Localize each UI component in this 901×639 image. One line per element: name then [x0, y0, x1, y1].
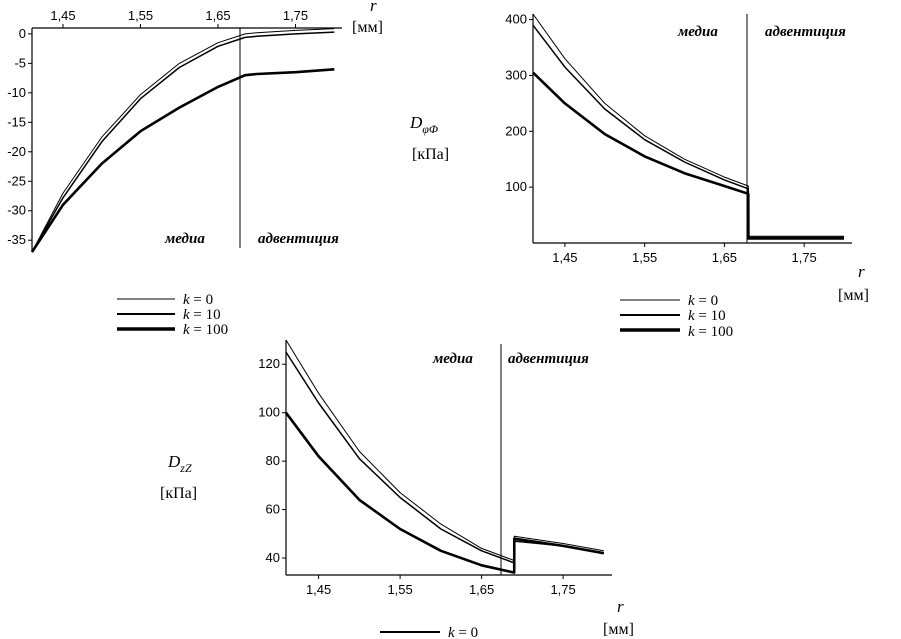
chart3-series-2 — [284, 411, 605, 574]
chart1-series-2 — [30, 68, 335, 253]
chart3: 1,45 1,55 1,65 1,75 40 60 80 100 120 медиа адве… — [160, 339, 634, 638]
chart3-ytick-label: 40 — [266, 550, 280, 565]
chart1-ytick-label: -25 — [7, 173, 26, 188]
chart2: 1,45 1,55 1,65 1,75 100 200 300 400 медиа адве… — [409, 12, 869, 304]
chart3-region-adventitia: адвентиция — [508, 351, 589, 367]
legend1-label-k100: k = 100 — [183, 322, 228, 338]
chart3-x-axis-label: r — [617, 597, 624, 616]
chart3-region-media: медиа — [432, 351, 473, 367]
chart1-ytick-label: 0 — [19, 26, 26, 41]
chart2-x-axis-label: r — [858, 262, 865, 281]
chart3-y-label-main: D — [167, 452, 181, 471]
chart1-ytick-label: -20 — [7, 144, 26, 159]
chart2-xtick-label: 1,55 — [632, 250, 657, 265]
chart1-x-axis-label: r — [370, 0, 377, 15]
chart2-ytick-label: 100 — [505, 179, 527, 194]
legend1: k = 0 k = 10 k = 100 — [117, 292, 228, 338]
chart2-plot-frame: 1,45 1,55 1,65 1,75 100 200 300 400 — [505, 12, 852, 265]
chart1-ytick-label: -10 — [7, 85, 26, 100]
chart1-yticks: 0 -5 -10 -15 -20 -25 -30 -35 — [7, 26, 32, 247]
legend1-label-k0: k = 0 — [183, 292, 213, 308]
chart2-region-adventitia: адвентиция — [765, 24, 846, 40]
chart3-xticks: 1,45 1,55 1,65 1,75 — [306, 575, 576, 597]
chart2-y-axis-unit: [кПа] — [412, 146, 449, 163]
legend2: k = 0 k = 10 k = 100 — [620, 293, 733, 340]
legend3: k = 0 — [380, 625, 478, 639]
legend1-label-k10: k = 10 — [183, 307, 221, 323]
chart1-region-media: медиа — [164, 231, 205, 247]
chart1-region-adventitia: адвентиция — [258, 231, 339, 247]
chart1-xtick-label: 1,45 — [50, 8, 75, 23]
chart1-ytick-label: -15 — [7, 114, 26, 129]
chart2-xtick-label: 1,65 — [712, 250, 737, 265]
chart3-yticks: 40 60 80 100 120 — [258, 356, 286, 565]
chart3-ytick-label: 60 — [266, 502, 280, 517]
chart1-series-1 — [31, 31, 335, 253]
chart2-y-label-main: D — [409, 113, 423, 132]
chart1-ytick-label: -30 — [7, 203, 26, 218]
chart3-series-group — [284, 339, 605, 574]
chart2-y-label-sub: φΦ — [422, 122, 438, 136]
chart2-xticks: 1,45 1,55 1,65 1,75 — [552, 243, 817, 265]
chart1-series-0 — [31, 28, 335, 253]
chart1-series-group — [30, 28, 335, 253]
chart2-ytick-label: 300 — [505, 67, 527, 82]
chart3-ytick-label: 80 — [266, 453, 280, 468]
legend3-label-k0: k = 0 — [448, 625, 478, 639]
chart1-xtick-label: 1,75 — [283, 8, 308, 23]
chart1-ytick-label: -35 — [7, 232, 26, 247]
chart3-series-0 — [285, 339, 604, 561]
chart1-xtick-label: 1,55 — [128, 8, 153, 23]
chart3-ytick-label: 120 — [258, 356, 280, 371]
chart3-xtick-label: 1,75 — [550, 582, 575, 597]
chart2-yticks: 100 200 300 400 — [505, 12, 533, 194]
chart1-x-axis-unit: [мм] — [352, 19, 383, 36]
chart2-series-2 — [532, 71, 844, 240]
chart1-xtick-label: 1,65 — [205, 8, 230, 23]
chart2-series-1 — [532, 24, 844, 239]
legend2-label-k100: k = 100 — [688, 324, 733, 340]
chart2-ytick-label: 400 — [505, 12, 527, 27]
chart2-xtick-label: 1,75 — [791, 250, 816, 265]
chart3-x-axis-unit: [мм] — [603, 621, 634, 638]
chart1-ytick-label: -5 — [14, 55, 26, 70]
chart3-xtick-label: 1,55 — [387, 582, 412, 597]
chart3-y-axis-unit: [кПа] — [160, 485, 197, 502]
chart2-y-axis-label: DφΦ — [409, 113, 438, 136]
chart2-x-axis-unit: [мм] — [838, 287, 869, 304]
chart2-ytick-label: 200 — [505, 123, 527, 138]
chart3-y-axis-label: DzZ — [167, 452, 192, 475]
chart1: 1,45 1,55 1,65 1,75 0 -5 -10 -15 -20 -25 -30 -35 м… — [7, 0, 383, 253]
legend2-label-k0: k = 0 — [688, 293, 718, 309]
chart1-plot-frame: 1,45 1,55 1,65 1,75 0 -5 -10 -15 -20 -25 -30 -35 — [7, 8, 342, 252]
chart2-series-group — [532, 13, 844, 240]
chart3-xtick-label: 1,65 — [469, 582, 494, 597]
chart2-region-media: медиа — [677, 24, 718, 40]
chart3-xtick-label: 1,45 — [306, 582, 331, 597]
chart2-xtick-label: 1,45 — [552, 250, 577, 265]
chart3-plot-frame: 1,45 1,55 1,65 1,75 40 60 80 100 120 — [258, 340, 612, 597]
chart1-xticks: 1,45 1,55 1,65 1,75 — [50, 8, 308, 28]
chart2-series-0 — [532, 13, 844, 237]
chart3-y-label-sub: zZ — [179, 461, 192, 475]
chart3-series-1 — [285, 351, 604, 564]
legend2-label-k10: k = 10 — [688, 308, 726, 324]
chart3-ytick-label: 100 — [258, 405, 280, 420]
